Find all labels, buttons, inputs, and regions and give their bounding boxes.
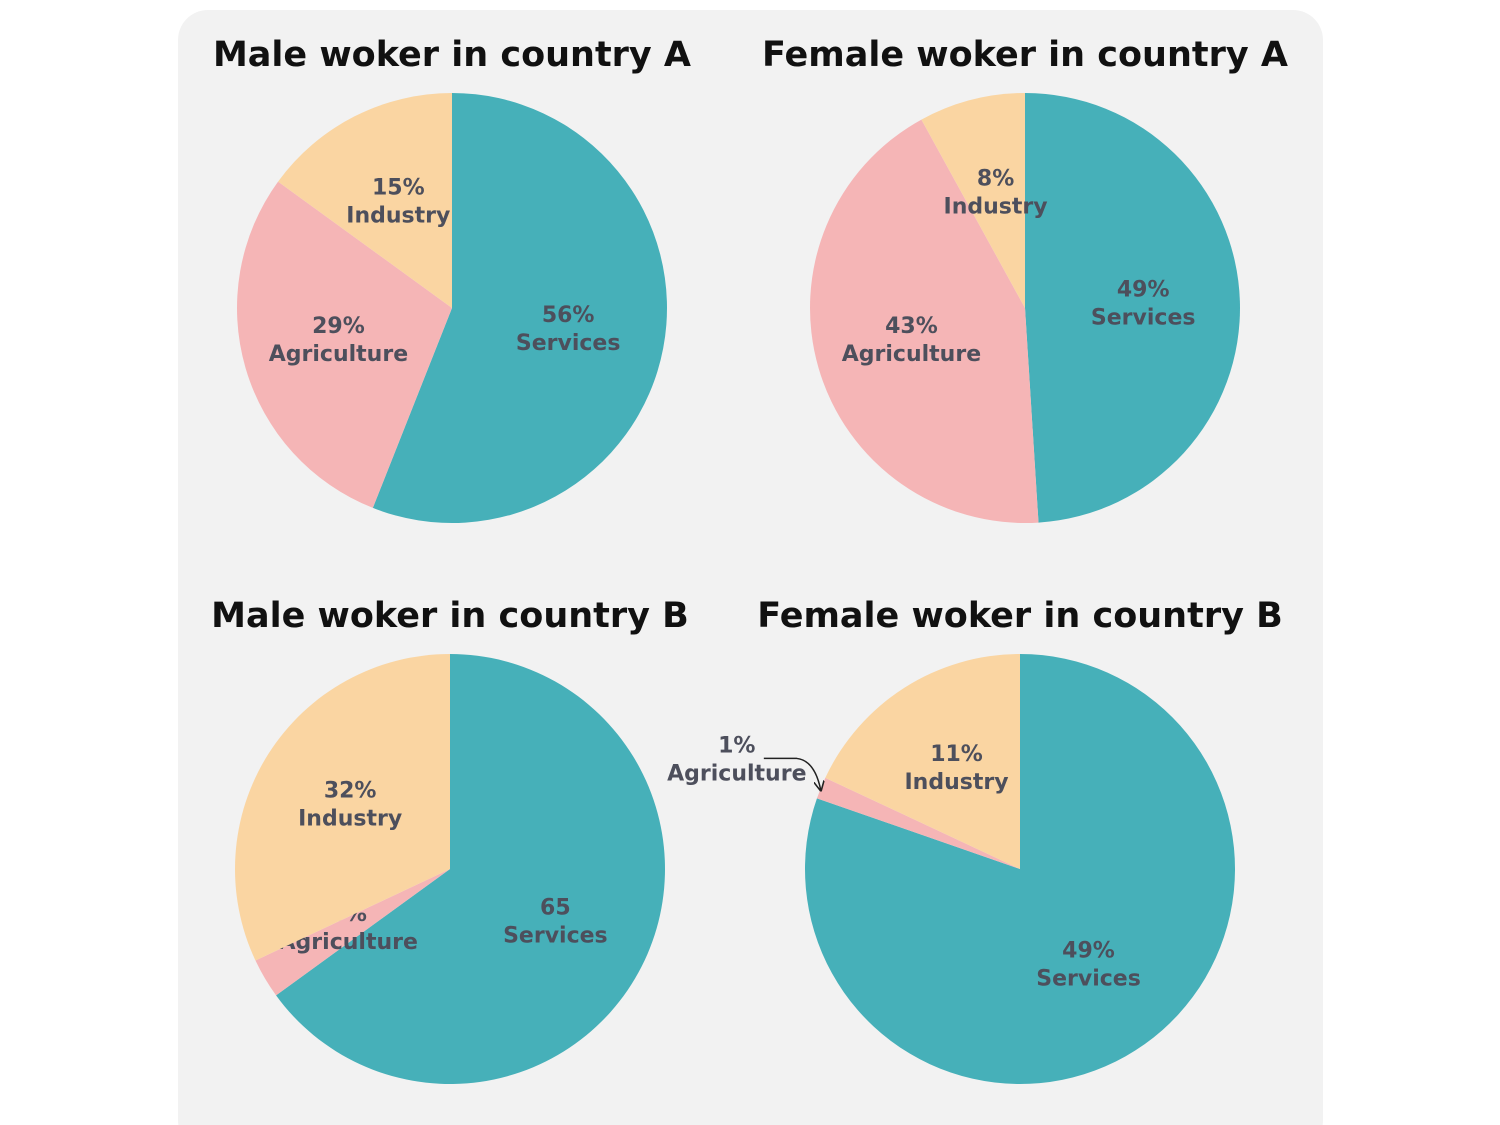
value-label: 11% — [930, 742, 983, 767]
category-label: Agriculture — [842, 342, 981, 367]
category-label: Industry — [905, 770, 1009, 795]
category-label: Agriculture — [667, 761, 806, 786]
chart-title: Male woker in country A — [213, 35, 691, 75]
value-label: 1% — [718, 733, 755, 758]
category-label: Services — [503, 924, 608, 949]
category-label: Industry — [346, 204, 450, 229]
pie-slice — [255, 869, 450, 996]
leader-arrow — [763, 757, 821, 790]
value-label: 29% — [312, 314, 365, 339]
category-label: Industry — [298, 807, 402, 832]
pie-slice — [276, 654, 665, 1084]
value-label: 56% — [542, 303, 595, 328]
pie-slice — [805, 654, 1235, 1085]
pie-slice — [1025, 93, 1240, 523]
value-label: 49% — [1062, 938, 1115, 963]
pie-slice — [816, 777, 1020, 869]
value-label: 65 — [540, 896, 571, 921]
pie-slice — [278, 93, 452, 308]
chart-title: Female woker in country B — [757, 596, 1283, 636]
pie-slice — [825, 654, 1020, 869]
pie-slice — [234, 654, 450, 961]
value-label: 43% — [885, 314, 938, 339]
category-label: Services — [1036, 966, 1141, 991]
value-label: 15% — [372, 176, 425, 201]
chart-title: Male woker in country B — [211, 596, 689, 636]
value-label: 8% — [977, 166, 1014, 191]
chart-title: Female woker in country A — [762, 35, 1288, 75]
pie-slice — [921, 93, 1025, 308]
value-label: 32% — [324, 779, 377, 804]
pie-slice — [810, 119, 1039, 524]
category-label: Services — [1091, 305, 1196, 330]
value-label: 49% — [1117, 277, 1170, 302]
pie-slice — [236, 181, 452, 508]
category-label: Industry — [944, 194, 1048, 219]
category-label: Services — [516, 331, 621, 356]
category-label: Agriculture — [269, 342, 408, 367]
pie-slice — [372, 93, 667, 523]
